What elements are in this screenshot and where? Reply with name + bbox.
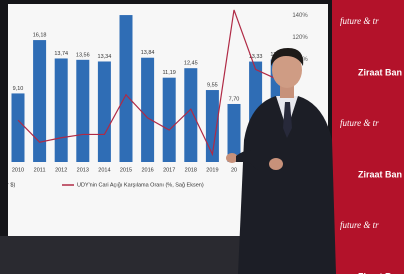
value-label: 11,19: [163, 70, 176, 76]
x-tick-label: 2017: [163, 167, 175, 173]
bar: [12, 93, 25, 162]
value-label: 13,84: [141, 50, 155, 56]
y2-tick-label: 140%: [292, 13, 308, 19]
sidebar-text: future & tr: [340, 220, 379, 230]
value-label: 13,74: [54, 51, 68, 57]
value-label: 13,34: [98, 54, 112, 60]
x-tick-label: 2015: [120, 167, 132, 173]
x-tick-label: 2016: [141, 167, 153, 173]
x-tick-label: 2013: [77, 167, 89, 173]
value-label: 16,18: [33, 33, 47, 39]
value-label: 9,10: [13, 86, 24, 92]
bar: [184, 68, 197, 162]
bar: [141, 58, 154, 162]
value-label: 13,56: [76, 52, 90, 58]
legend-label: UDY'nin Cari Açığı Karşılama Oranı (%, S…: [77, 182, 204, 188]
page: {"screen_chart": { "type": "bar", "categ…: [0, 0, 404, 274]
bar: [120, 15, 133, 162]
x-tick-label: 2010: [12, 167, 24, 173]
sidebar-text: future & tr: [340, 118, 379, 128]
x-tick-label: 20: [231, 167, 237, 173]
x-tick-label: 2012: [55, 167, 67, 173]
value-label: 7,70: [229, 96, 240, 102]
side-banner: [332, 0, 404, 274]
x-tick-label: 2011: [34, 167, 46, 173]
sidebar-text: future & tr: [340, 16, 379, 26]
value-label: 12,45: [184, 61, 198, 67]
bar: [98, 61, 111, 162]
y2-tick-label: 120%: [292, 35, 308, 41]
scene: 9,10 2010 16,18 2011 13,74 2012 13,56 2013 13,34…: [0, 0, 404, 274]
hand: [269, 158, 283, 170]
sidebar-text: Ziraat Ban: [358, 67, 402, 77]
bar: [55, 58, 68, 162]
bar: [163, 78, 176, 162]
x-tick-label: 2019: [206, 167, 218, 173]
x-tick-label: 2018: [185, 167, 197, 173]
bar: [33, 40, 46, 162]
bar: [76, 60, 89, 162]
sidebar-text: Ziraat Ban: [358, 169, 402, 179]
x-tick-label: 2014: [98, 167, 110, 173]
value-label: 9,55: [207, 82, 218, 88]
